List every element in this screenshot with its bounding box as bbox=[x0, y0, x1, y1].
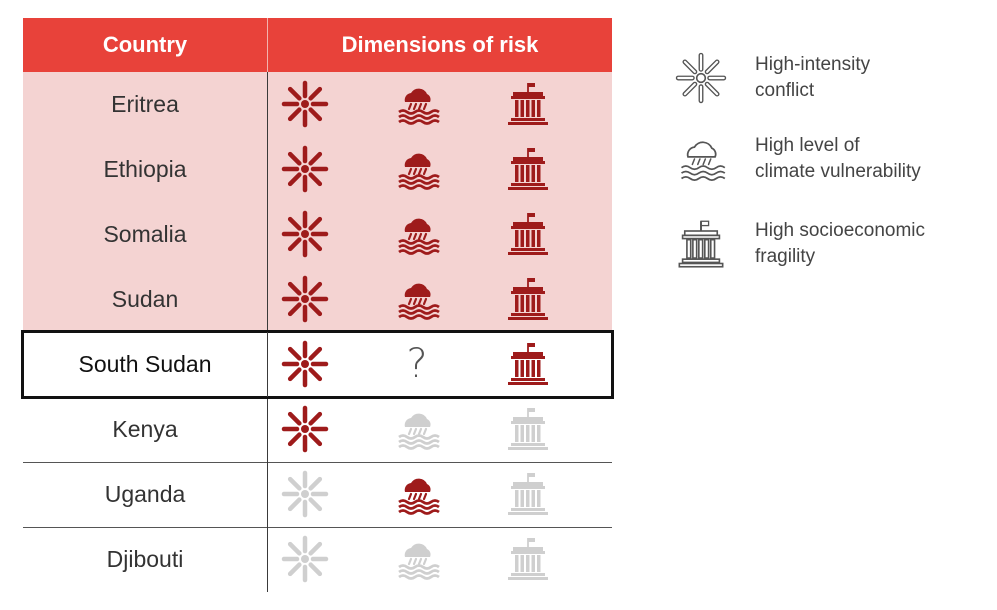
climate-icon-active bbox=[393, 210, 441, 258]
conflict-icon-active bbox=[281, 340, 329, 388]
fragility-icon-active bbox=[504, 275, 552, 323]
country-label: Uganda bbox=[104, 481, 186, 507]
country-label: Somalia bbox=[103, 221, 187, 247]
fragility-icon-active bbox=[504, 210, 552, 258]
conflict-icon-active bbox=[281, 145, 329, 193]
table-row: Somalia bbox=[23, 202, 612, 268]
conflict-icon-active bbox=[281, 275, 329, 323]
conflict-icon bbox=[675, 52, 727, 104]
table-row: Uganda bbox=[23, 462, 612, 528]
fragility-icon-active bbox=[504, 80, 552, 128]
conflict-icon-active bbox=[281, 405, 329, 453]
table-row: South Sudan? bbox=[21, 330, 614, 399]
column-divider bbox=[267, 397, 268, 462]
fragility-icon-inactive bbox=[504, 470, 552, 518]
climate-icon bbox=[675, 133, 727, 185]
legend-conflict-label: High-intensity conflict bbox=[755, 54, 871, 101]
legend-climate: High level of climate vulnerability bbox=[675, 133, 975, 193]
table-row: Kenya bbox=[23, 397, 612, 463]
column-divider bbox=[267, 267, 268, 332]
header-divider bbox=[267, 18, 268, 72]
table-row: Ethiopia bbox=[23, 137, 612, 203]
conflict-icon-active bbox=[281, 80, 329, 128]
climate-icon-active bbox=[393, 145, 441, 193]
row-divider bbox=[23, 332, 612, 333]
country-label: Kenya bbox=[112, 416, 178, 442]
fragility-icon-active bbox=[504, 145, 552, 193]
conflict-icon-active bbox=[281, 210, 329, 258]
fragility-icon-inactive bbox=[504, 405, 552, 453]
column-divider bbox=[267, 332, 268, 397]
country-label: Sudan bbox=[111, 286, 179, 312]
legend-conflict: High-intensity conflict bbox=[675, 52, 975, 112]
legend-fragility: High socioeconomic fragility bbox=[675, 218, 975, 278]
column-divider bbox=[267, 527, 268, 592]
country-label: Ethiopia bbox=[103, 156, 187, 182]
column-divider bbox=[267, 137, 268, 202]
country-label: Djibouti bbox=[106, 546, 184, 572]
table-row: Sudan bbox=[23, 267, 612, 333]
header-country: Country bbox=[23, 18, 267, 72]
fragility-icon-inactive bbox=[504, 535, 552, 583]
fragility-icon-active bbox=[504, 340, 552, 388]
climate-icon-active bbox=[393, 470, 441, 518]
fragility-icon bbox=[675, 218, 727, 270]
header-dimensions-of-risk: Dimensions of risk bbox=[268, 18, 612, 72]
column-divider bbox=[267, 202, 268, 267]
legend-fragility-label: High socioeconomic fragility bbox=[755, 220, 926, 267]
conflict-icon-inactive bbox=[281, 470, 329, 518]
climate-icon-active bbox=[393, 80, 441, 128]
climate-icon-active bbox=[393, 275, 441, 323]
climate-icon-inactive bbox=[393, 535, 441, 583]
table-row: Eritrea bbox=[23, 72, 612, 138]
country-label: South Sudan bbox=[78, 351, 212, 377]
table-row: Djibouti bbox=[23, 527, 612, 592]
unknown-question-mark: ? bbox=[406, 341, 428, 387]
column-divider bbox=[267, 72, 268, 137]
column-divider bbox=[267, 462, 268, 527]
conflict-icon-inactive bbox=[281, 535, 329, 583]
climate-icon-inactive bbox=[393, 405, 441, 453]
row-divider bbox=[23, 462, 612, 463]
country-label: Eritrea bbox=[111, 91, 179, 117]
row-divider bbox=[23, 527, 612, 528]
legend-climate-label: High level of climate vulnerability bbox=[755, 135, 921, 182]
